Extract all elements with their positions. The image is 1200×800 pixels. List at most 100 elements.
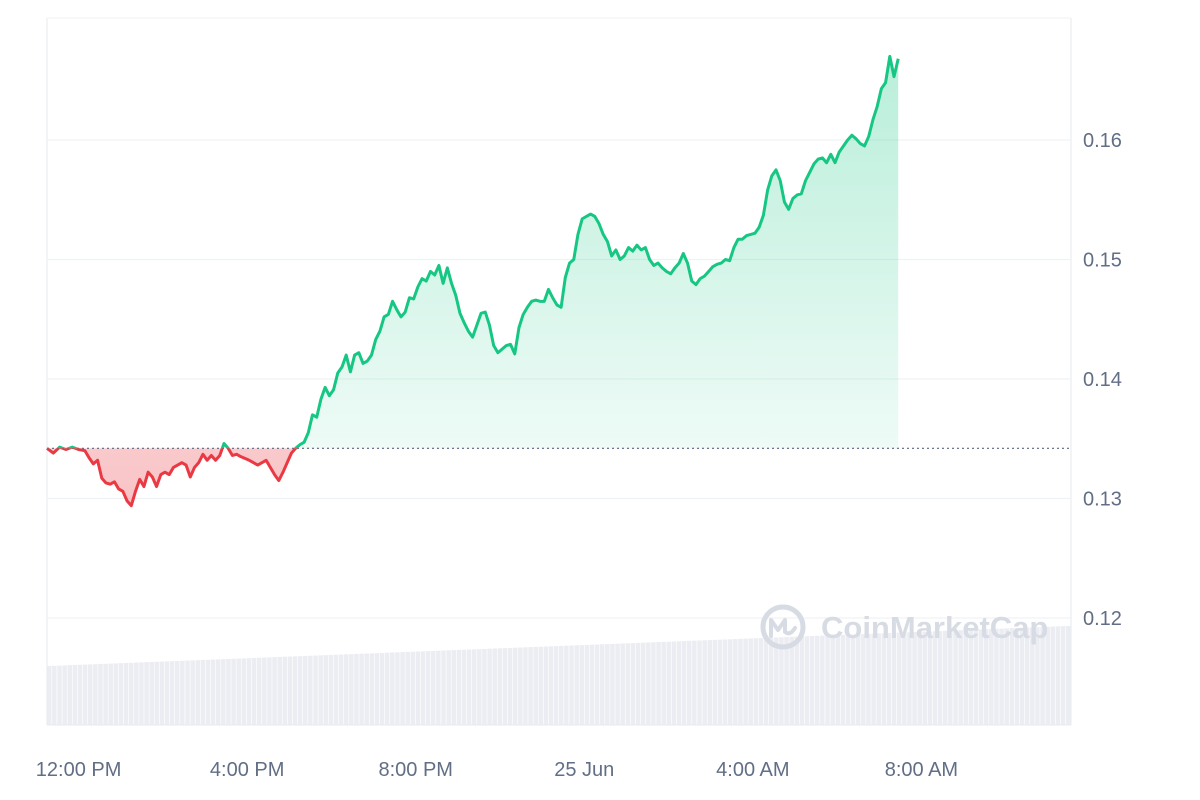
volume-bar — [886, 633, 892, 725]
volume-bar — [564, 645, 569, 725]
volume-bar — [584, 644, 590, 725]
volume-bar — [712, 639, 718, 725]
volume-bar — [994, 628, 999, 725]
volume-bar — [47, 666, 52, 725]
volume-bar — [937, 631, 943, 725]
volume-bars — [47, 626, 1071, 725]
volume-bar — [364, 653, 369, 725]
volume-bar — [666, 641, 672, 725]
volume-bar — [569, 645, 574, 725]
volume-bar — [482, 648, 487, 725]
volume-bar — [671, 641, 677, 725]
volume-bar — [282, 656, 288, 725]
volume-bar — [876, 633, 881, 725]
volume-bar — [927, 631, 933, 725]
volume-bar — [1030, 627, 1035, 725]
volume-bar — [753, 638, 759, 725]
volume-bar — [267, 657, 272, 725]
volume-bar — [410, 651, 416, 725]
volume-bar — [1045, 626, 1050, 725]
volume-bar — [1019, 627, 1025, 725]
volume-bar — [963, 630, 968, 725]
volume-bar — [87, 664, 93, 725]
volume-bar — [523, 647, 528, 725]
volume-bar — [646, 642, 651, 725]
volume-bar — [635, 642, 641, 725]
volume-bar — [303, 655, 308, 725]
volume-bar — [313, 655, 318, 725]
volume-bar — [471, 649, 477, 725]
volume-bar — [323, 655, 328, 725]
volume-bar — [108, 663, 113, 725]
watermark-text: CoinMarketCap — [821, 610, 1048, 645]
volume-bar — [922, 631, 928, 725]
volume-bar — [256, 657, 262, 725]
volume-bar — [599, 644, 605, 725]
volume-bar — [973, 629, 979, 725]
volume-bar — [620, 643, 625, 725]
volume-bar — [190, 660, 195, 725]
volume-bar — [1024, 627, 1030, 725]
volume-bar — [779, 637, 784, 725]
volume-bar — [390, 652, 395, 725]
volume-bar — [62, 665, 67, 725]
volume-bar — [799, 636, 805, 725]
price-line-down — [46, 448, 298, 508]
price-line-up — [47, 54, 900, 449]
volume-bar — [738, 638, 743, 725]
volume-bar — [630, 643, 636, 725]
volume-bar — [656, 642, 661, 725]
volume-bar — [809, 636, 815, 725]
volume-bar — [866, 633, 871, 725]
volume-bar — [431, 650, 436, 725]
volume-bar — [722, 639, 728, 725]
volume-bar — [241, 658, 247, 725]
volume-bar — [881, 633, 887, 725]
y-tick-label: 0.12 — [1083, 608, 1122, 630]
volume-bar — [717, 639, 723, 725]
volume-bar — [395, 652, 400, 725]
volume-bar — [338, 654, 344, 725]
volume-bar — [77, 664, 83, 725]
volume-bar — [379, 652, 385, 725]
volume-bar — [154, 661, 160, 725]
volume-bar — [113, 663, 119, 725]
volume-bar — [707, 640, 712, 725]
volume-bar — [651, 642, 656, 725]
volume-bar — [733, 639, 738, 725]
volume-bar — [236, 658, 241, 725]
volume-bar — [82, 664, 88, 725]
volume-bar — [932, 631, 938, 725]
volume-bar — [487, 648, 492, 725]
volume-bar — [72, 664, 78, 725]
volume-bar — [815, 635, 820, 725]
volume-bar — [400, 652, 405, 725]
volume-bar — [420, 651, 426, 725]
price-area-up — [58, 56, 899, 449]
volume-bar — [579, 645, 584, 725]
volume-bar — [144, 662, 149, 725]
volume-bar — [559, 645, 564, 725]
volume-bar — [1060, 626, 1066, 725]
volume-bar — [855, 634, 861, 725]
volume-bar — [861, 634, 866, 725]
volume-bar — [262, 657, 267, 725]
volume-bar — [149, 661, 154, 725]
volume-bar — [743, 638, 748, 725]
y-tick-label: 0.16 — [1083, 130, 1122, 152]
volume-bar — [789, 636, 794, 725]
volume-bar — [1050, 626, 1056, 725]
volume-bar — [681, 641, 687, 725]
volume-bar — [804, 636, 810, 725]
volume-bar — [763, 637, 769, 725]
volume-bar — [139, 662, 144, 725]
volume-bar — [953, 630, 958, 725]
volume-bar — [589, 644, 595, 725]
volume-bar — [784, 637, 789, 725]
volume-bar — [835, 635, 840, 725]
volume-bar — [692, 640, 697, 725]
volume-bar — [1009, 628, 1015, 725]
volume-bar — [605, 644, 610, 725]
